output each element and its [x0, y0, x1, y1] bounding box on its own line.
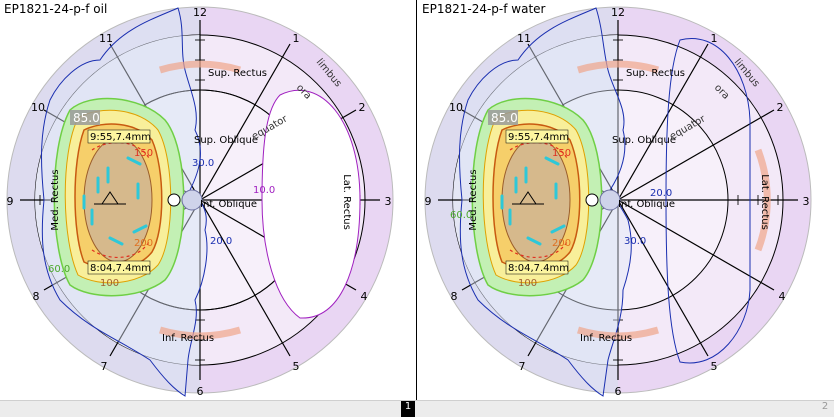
label-inf-rectus: Inf. Rectus [162, 333, 214, 344]
panel-title-oil: EP1821-24-p-f oil [4, 2, 108, 16]
clock-12: 12 [193, 6, 207, 19]
clock-1: 1 [711, 32, 718, 45]
label-inf-rectus: Inf. Rectus [580, 333, 632, 344]
contour-200: 200 [134, 238, 153, 249]
marker-top-label: 9:55,7.4mm [90, 132, 151, 143]
clock-8: 8 [33, 290, 40, 303]
marker-top-label: 9:55,7.4mm [508, 132, 569, 143]
clock-8: 8 [451, 290, 458, 303]
page-2-button[interactable]: 2 [821, 401, 829, 412]
clock-5: 5 [293, 360, 300, 373]
clock-9: 9 [7, 195, 14, 208]
retina-map-water: 12 1 2 3 4 5 6 7 8 9 10 11 Sup. Rectus S… [424, 6, 812, 398]
contour-150: 150 [552, 148, 571, 159]
clock-2: 2 [359, 101, 366, 114]
page-1-button[interactable]: 1 [401, 401, 415, 417]
retina-map-oil: 12 1 2 3 4 5 6 7 8 9 10 11 Sup. Rectus S… [6, 6, 394, 398]
contour-20: 20.0 [210, 236, 232, 247]
clock-7: 7 [519, 360, 526, 373]
contour-30: 30.0 [624, 236, 646, 247]
contour-200: 200 [552, 238, 571, 249]
clock-7: 7 [101, 360, 108, 373]
clock-6: 6 [197, 385, 204, 398]
panel-oil[interactable]: 12 1 2 3 4 5 6 7 8 9 10 11 Sup. Rectus S… [0, 0, 417, 400]
contour-30: 30.0 [192, 158, 214, 169]
label-med-rectus: Med. Rectus [468, 169, 479, 230]
clock-11: 11 [99, 32, 113, 45]
contour-85: 85.0 [73, 111, 100, 125]
contour-20: 20.0 [650, 188, 672, 199]
marker-bottom-label: 8:04,7.4mm [508, 263, 569, 274]
panel-water[interactable]: 12 1 2 3 4 5 6 7 8 9 10 11 Sup. Rectus S… [418, 0, 834, 400]
clock-1: 1 [293, 32, 300, 45]
label-sup-rectus: Sup. Rectus [208, 68, 267, 79]
contour-60: 60.0 [48, 264, 70, 275]
clock-4: 4 [779, 290, 786, 303]
label-inf-oblique: Inf. Oblique [200, 199, 257, 210]
clock-2: 2 [777, 101, 784, 114]
clock-4: 4 [361, 290, 368, 303]
label-lat-rectus: Lat. Rectus [341, 174, 352, 230]
contour-150: 150 [134, 148, 153, 159]
label-med-rectus: Med. Rectus [50, 169, 61, 230]
contour-85: 85.0 [491, 111, 518, 125]
clock-3: 3 [385, 195, 392, 208]
label-inf-oblique: Inf. Oblique [618, 199, 675, 210]
label-sup-oblique: Sup. Oblique [194, 135, 258, 146]
label-sup-rectus: Sup. Rectus [626, 68, 685, 79]
contour-60: 60.0 [450, 210, 472, 221]
contour-100: 100 [100, 278, 119, 289]
clock-12: 12 [611, 6, 625, 19]
clock-10: 10 [31, 101, 45, 114]
clock-10: 10 [449, 101, 463, 114]
marker-bottom-label: 8:04,7.4mm [90, 263, 151, 274]
clock-9: 9 [425, 195, 432, 208]
clock-6: 6 [615, 385, 622, 398]
clock-5: 5 [711, 360, 718, 373]
label-lat-rectus: Lat. Rectus [759, 174, 770, 230]
pagination-bar: 1 2 [0, 400, 834, 417]
contour-100: 100 [518, 278, 537, 289]
label-sup-oblique: Sup. Oblique [612, 135, 676, 146]
contour-10: 10.0 [253, 185, 275, 196]
clock-3: 3 [803, 195, 810, 208]
clock-11: 11 [517, 32, 531, 45]
panel-title-water: EP1821-24-p-f water [422, 2, 546, 16]
